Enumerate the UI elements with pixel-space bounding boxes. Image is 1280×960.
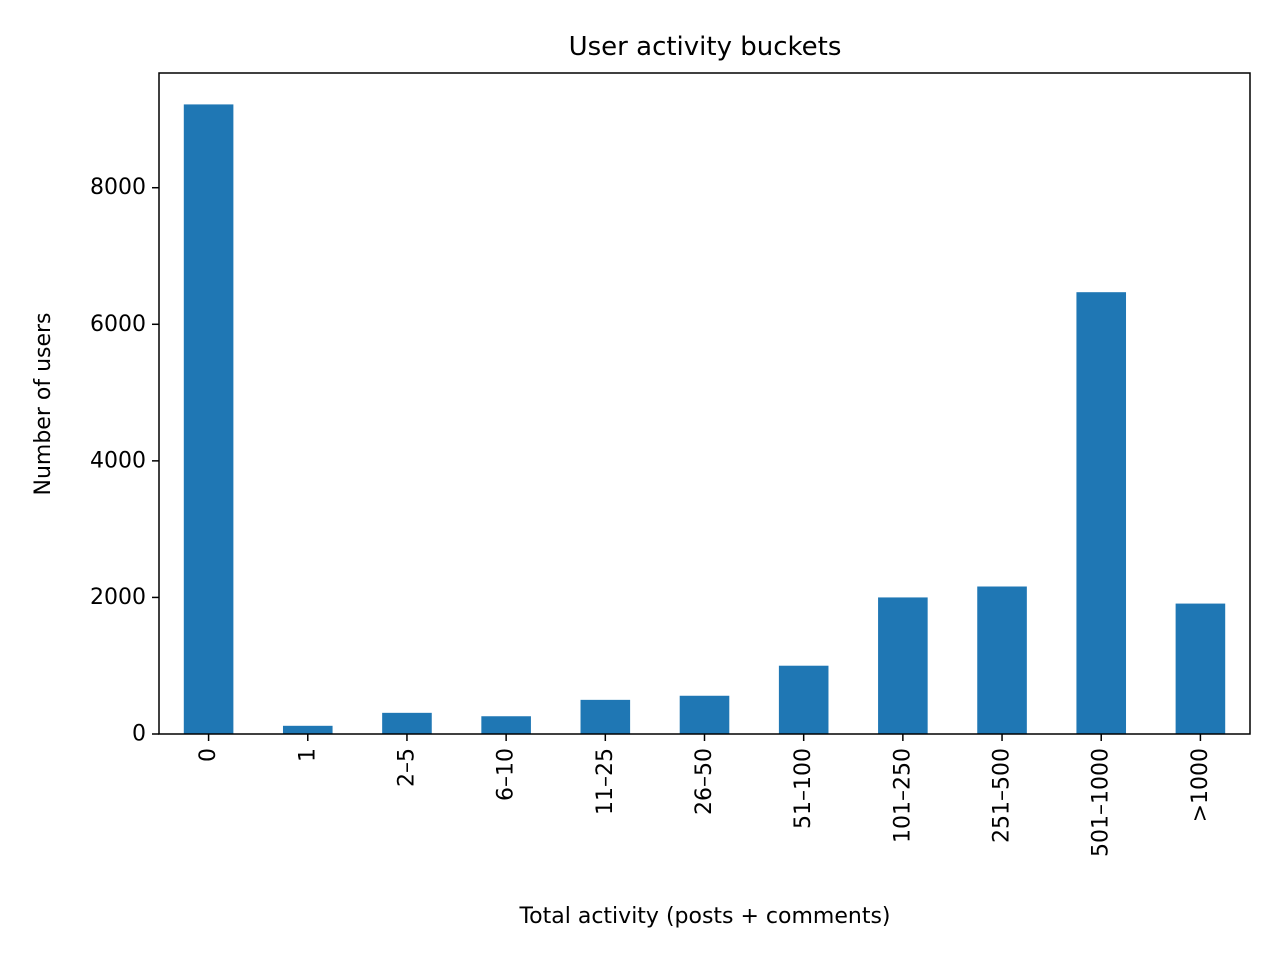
x-tick-label: 0	[196, 748, 221, 762]
bar-2	[382, 712, 432, 734]
x-tick-label: 11–25	[593, 748, 618, 815]
y-axis-title: Number of users	[31, 312, 56, 495]
x-tick-label: 1	[295, 748, 320, 762]
y-tick-label: 0	[132, 722, 146, 747]
ticks-layer: 0 1 2–5 6–10 11–25 26–50 51–100 101–250 251–500 5…	[90, 175, 1213, 857]
bar-5	[679, 695, 730, 734]
bar-3	[481, 716, 531, 734]
x-tick-label: 51–100	[791, 748, 816, 829]
x-tick-label: 6–10	[494, 748, 519, 801]
y-tick-label: 4000	[90, 448, 146, 473]
y-tick-label: 2000	[90, 585, 146, 610]
bar-0	[183, 104, 234, 735]
x-axis-title: Total activity (posts + comments)	[518, 904, 890, 929]
plot-frame	[158, 72, 1251, 735]
bar-9	[1076, 292, 1127, 734]
bar-8	[977, 586, 1027, 734]
bar-4	[580, 699, 631, 734]
x-tick-label: 251–500	[990, 748, 1015, 843]
bar-7	[878, 597, 928, 734]
y-tick-label: 8000	[90, 175, 146, 200]
bar-10	[1175, 603, 1226, 734]
x-tick-label: 26–50	[692, 748, 717, 815]
bar-6	[778, 665, 829, 734]
x-tick-label: >1000	[1188, 748, 1213, 822]
y-tick-label: 6000	[90, 312, 146, 337]
bars-layer	[183, 104, 1226, 735]
x-tick-label: 101–250	[890, 748, 915, 843]
x-tick-label: 2–5	[394, 748, 419, 787]
bar-1	[282, 725, 333, 734]
x-tick-label: 501–1000	[1089, 748, 1114, 857]
chart-title: User activity buckets	[569, 32, 842, 62]
